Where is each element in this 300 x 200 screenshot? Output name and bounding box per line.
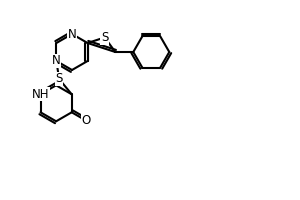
Text: NH: NH	[32, 88, 49, 101]
Text: S: S	[56, 72, 63, 86]
Text: S: S	[101, 31, 108, 44]
Text: N: N	[68, 27, 76, 40]
Text: N: N	[52, 54, 61, 68]
Text: O: O	[81, 114, 91, 127]
